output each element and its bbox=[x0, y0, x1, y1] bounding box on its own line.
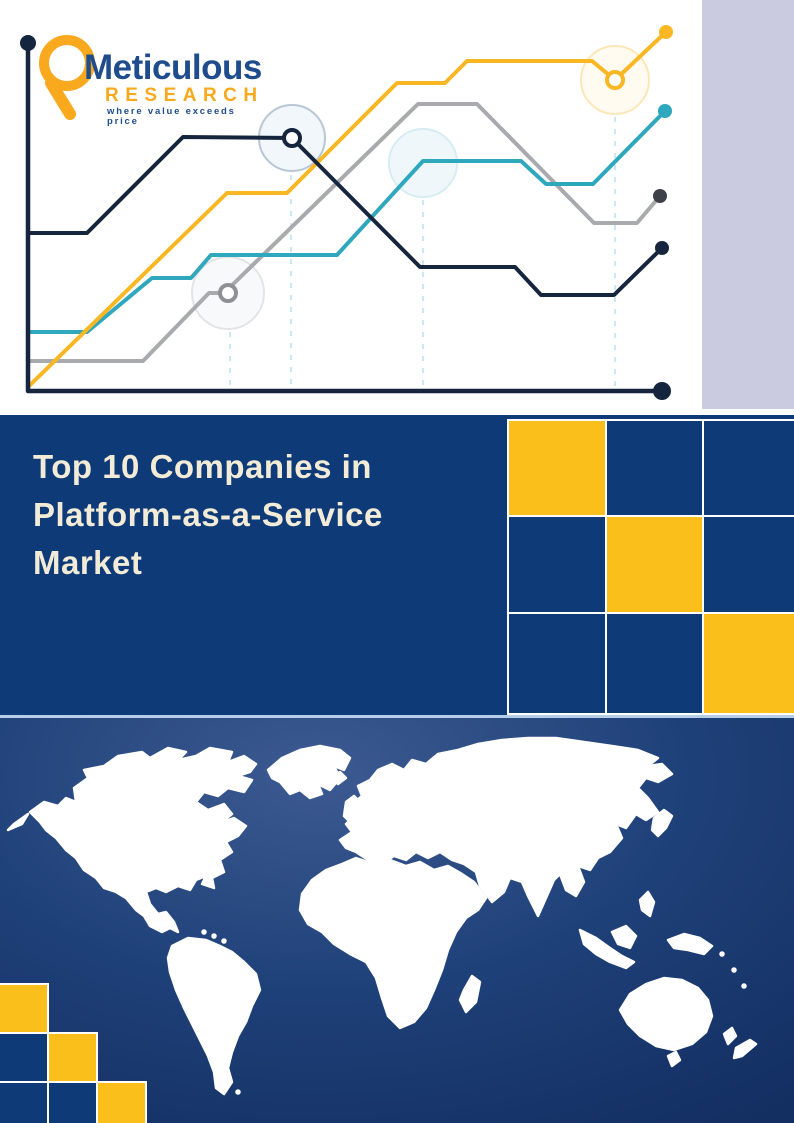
staircase-cell-yellow bbox=[96, 1081, 147, 1123]
land-greenland bbox=[266, 744, 352, 800]
decorative-line-chart bbox=[20, 25, 673, 400]
staircase-cell-yellow bbox=[47, 1032, 98, 1083]
world-map bbox=[6, 736, 758, 1096]
logo-tagline-text: where value exceeds price bbox=[107, 106, 236, 127]
land-africa bbox=[298, 856, 488, 1030]
title-line-2: Platform-as-a-Service bbox=[33, 496, 383, 533]
logo-research-text: RESEARCH bbox=[105, 85, 264, 106]
land-new-zealand-south bbox=[732, 1038, 758, 1060]
land-aleutians bbox=[6, 812, 30, 832]
mosaic-cell-yellow bbox=[509, 421, 605, 515]
mosaic-cell-blue bbox=[607, 421, 702, 515]
land-south-america bbox=[166, 936, 262, 1096]
mosaic-grid bbox=[507, 419, 794, 715]
island-speck bbox=[221, 938, 227, 944]
staircase-cell-blue bbox=[47, 1081, 98, 1123]
staircase-cell-blue bbox=[0, 1032, 49, 1083]
lavender-accent-strip bbox=[702, 0, 794, 409]
title-line-1: Top 10 Companies in bbox=[33, 448, 372, 485]
land-philippines bbox=[638, 890, 656, 918]
land-falkland bbox=[235, 1089, 241, 1095]
land-eurasia bbox=[338, 736, 674, 918]
island-speck bbox=[731, 967, 737, 973]
land-borneo bbox=[610, 924, 638, 950]
land-tasmania bbox=[666, 1050, 682, 1068]
staircase-accent bbox=[0, 718, 200, 1123]
mosaic-cell-blue bbox=[509, 614, 605, 713]
land-iceland bbox=[328, 770, 348, 786]
magnifier-icon bbox=[39, 35, 95, 120]
logo-brand-text: Meticulous bbox=[84, 48, 262, 87]
page-title: Top 10 Companies in Platform-as-a-Servic… bbox=[33, 443, 503, 587]
island-speck bbox=[741, 983, 747, 989]
staircase-cell-blue bbox=[0, 1081, 49, 1123]
title-band: Top 10 Companies in Platform-as-a-Servic… bbox=[0, 415, 794, 715]
title-line-3: Market bbox=[33, 544, 143, 581]
mosaic-cell-yellow bbox=[704, 614, 794, 713]
land-indonesia bbox=[578, 928, 636, 970]
land-north-america bbox=[28, 746, 258, 934]
section-divider bbox=[0, 715, 794, 718]
meticulous-research-logo: Meticulous RESEARCH where value exceeds … bbox=[26, 34, 266, 126]
land-japan bbox=[650, 808, 674, 838]
island-speck bbox=[201, 929, 207, 935]
land-madagascar bbox=[458, 974, 482, 1014]
mosaic-cell-blue bbox=[509, 517, 605, 612]
mosaic-cell-blue bbox=[704, 421, 794, 515]
map-section bbox=[0, 718, 794, 1123]
land-new-zealand-north bbox=[722, 1026, 738, 1046]
land-australia bbox=[618, 976, 714, 1052]
island-speck bbox=[719, 951, 725, 957]
mosaic-cell-blue bbox=[607, 614, 702, 713]
staircase-cell-yellow bbox=[0, 983, 49, 1034]
mosaic-cell-yellow bbox=[607, 517, 702, 612]
land-new-guinea bbox=[666, 932, 714, 956]
island-speck bbox=[211, 933, 217, 939]
header-section: Meticulous RESEARCH where value exceeds … bbox=[0, 0, 794, 415]
mosaic-cell-blue bbox=[704, 517, 794, 612]
